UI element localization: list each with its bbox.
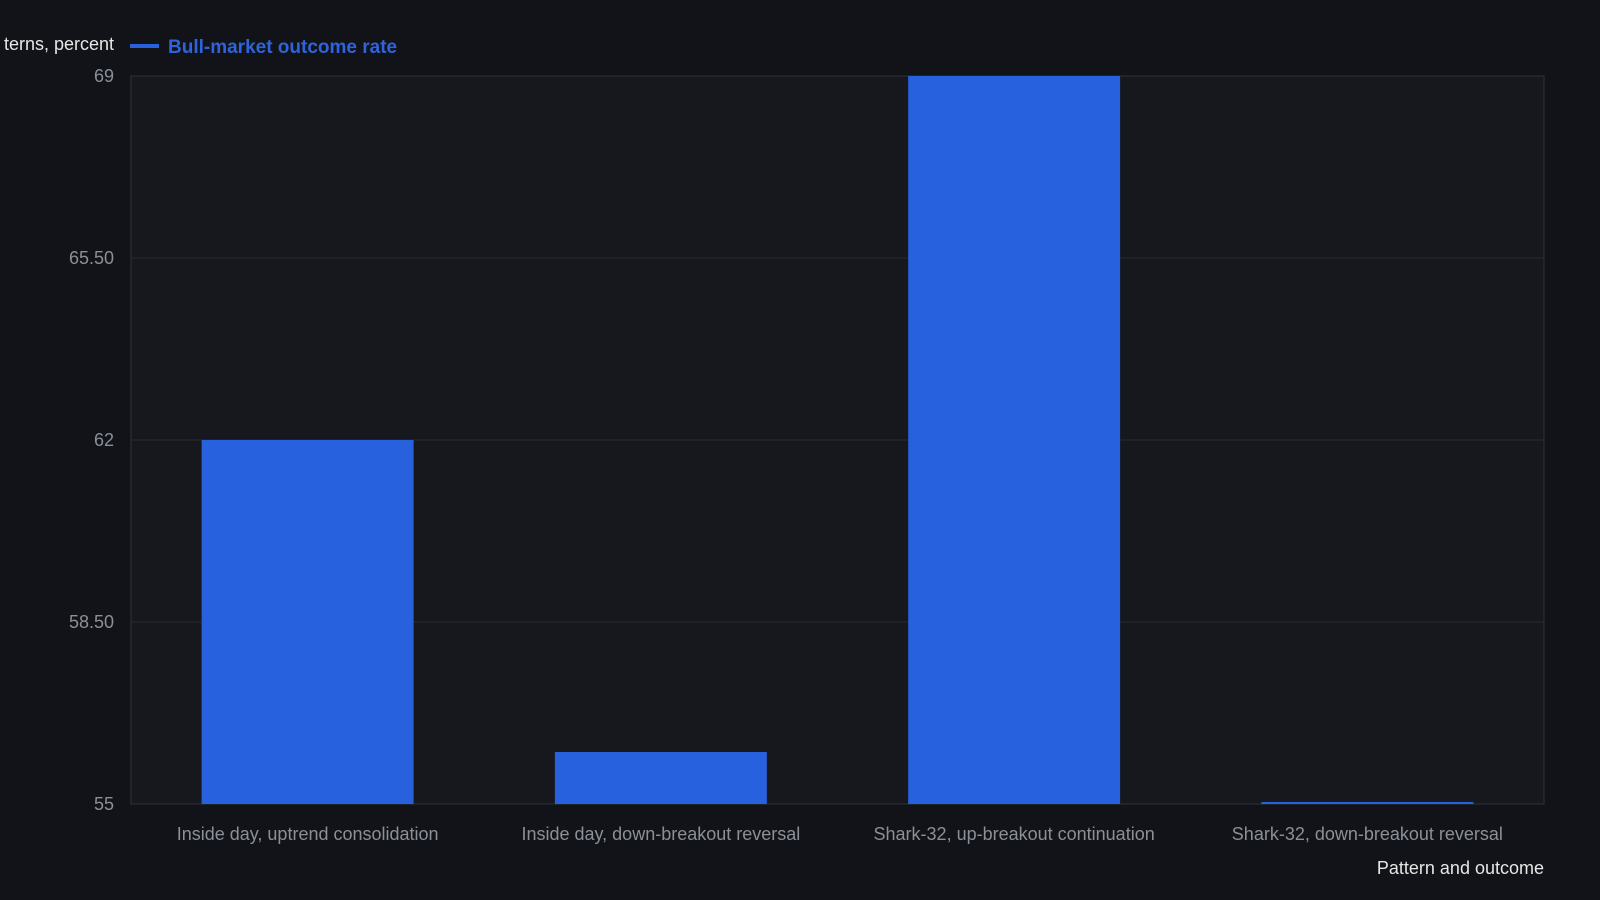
y-tick-label: 62 [94,430,114,450]
bars [201,76,1474,804]
legend-label: Bull-market outcome rate [168,37,397,58]
x-tick-label: Inside day, uptrend consolidation [177,824,439,844]
bar [201,440,414,804]
y-tick-label: 58.50 [69,612,114,632]
y-axis-ticks: 55 58.50 62 65.50 69 [69,66,114,814]
x-tick-label: Inside day, down-breakout reversal [521,824,800,844]
y-tick-label: 69 [94,66,114,86]
x-tick-label: Shark-32, up-breakout continuation [874,824,1155,844]
y-tick-label: 65.50 [69,248,114,268]
bar [908,76,1121,804]
x-axis-title: Pattern and outcome [1377,858,1544,878]
y-axis-title: terns, percent [4,34,114,54]
y-tick-label: 55 [94,794,114,814]
x-axis-ticks: Inside day, uptrend consolidation Inside … [177,824,1503,844]
x-tick-label: Shark-32, down-breakout reversal [1232,824,1503,844]
bar [554,752,767,804]
bar [1261,802,1474,804]
